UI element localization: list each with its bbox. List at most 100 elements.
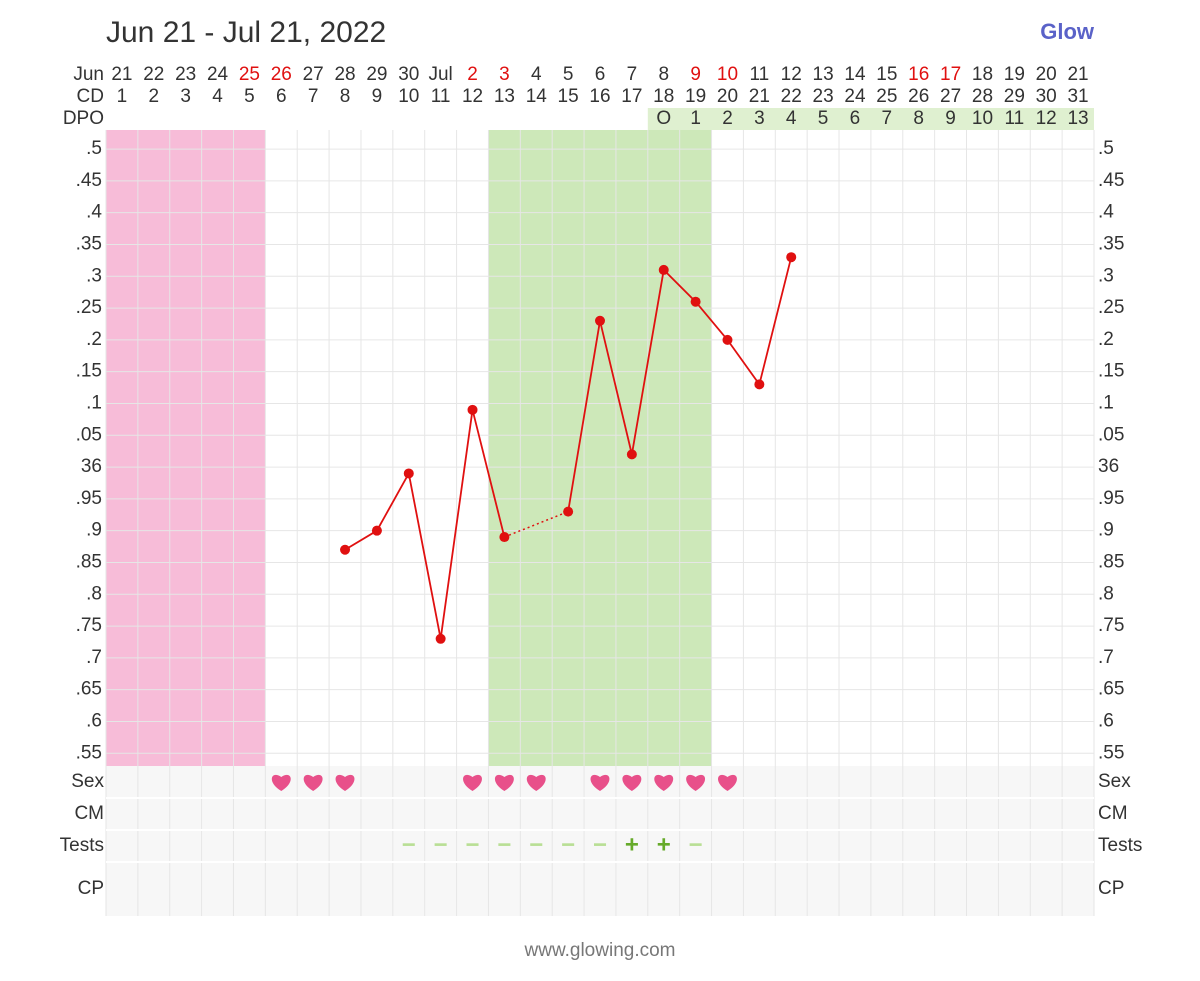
y-tick-label: .6 [86, 710, 102, 731]
y-tick-label: 36 [81, 456, 102, 477]
cycle-day: 9 [372, 86, 383, 107]
cycle-day: 17 [621, 86, 642, 107]
x-tick-label: 4 [531, 64, 542, 85]
cycle-day: 23 [813, 86, 834, 107]
dpo-label: 5 [818, 108, 829, 129]
x-tick-label: 7 [627, 64, 638, 85]
heart [654, 774, 674, 791]
x-tick-label: 11 [749, 64, 769, 85]
y-tick-label: .15 [76, 361, 102, 382]
row-label: CM [74, 803, 104, 824]
cycle-day: 22 [781, 86, 802, 107]
x-tick-label: 24 [207, 64, 229, 85]
y-tick-label: .85 [76, 551, 102, 572]
y-tick-label: .9 [1098, 520, 1114, 541]
x-tick-label: 9 [690, 64, 701, 85]
temperature-point [435, 633, 446, 644]
y-tick-label: .9 [86, 520, 102, 541]
cycle-day: 25 [876, 86, 897, 107]
fertile-band [488, 130, 712, 766]
dpo-label: 1 [690, 108, 701, 129]
test-result: − [434, 831, 448, 858]
temperature-point [340, 544, 351, 555]
cycle-day: 8 [340, 86, 351, 107]
x-tick-label: 19 [1004, 64, 1025, 85]
x-tick-label: 18 [972, 64, 993, 85]
x-tick-label: 5 [563, 64, 574, 85]
y-tick-label: 36 [1098, 456, 1119, 477]
cycle-day: 26 [908, 86, 929, 107]
y-tick-label: .35 [76, 233, 102, 254]
y-tick-label: .85 [1098, 551, 1124, 572]
cycle-day: 3 [180, 86, 191, 107]
heart [335, 774, 355, 791]
x-tick-label: 16 [908, 64, 929, 85]
month-label: Jun [73, 64, 104, 85]
x-tick-label: 17 [940, 64, 961, 85]
y-tick-label: .3 [1098, 265, 1114, 286]
dpo-label: 6 [850, 108, 861, 129]
test-result: + [657, 831, 671, 858]
cycle-day: 31 [1067, 86, 1088, 107]
dpo-label: 13 [1067, 108, 1088, 129]
cycle-day: 11 [431, 86, 451, 107]
test-result: − [689, 831, 703, 858]
test-result: − [402, 831, 416, 858]
row-label: CP [1098, 878, 1124, 899]
test-result: − [561, 831, 575, 858]
y-tick-label: .6 [1098, 710, 1114, 731]
test-result: − [466, 831, 480, 858]
row-label: CP [78, 878, 104, 899]
y-tick-label: .8 [86, 583, 102, 604]
test-result: − [529, 831, 543, 858]
y-tick-label: .95 [1098, 488, 1124, 509]
dpo-label: 10 [972, 108, 993, 129]
dpo-label: O [656, 108, 671, 129]
test-result: − [497, 831, 511, 858]
row-label: DPO [63, 108, 104, 129]
y-tick-label: .05 [1098, 424, 1124, 445]
y-tick-label: .4 [86, 202, 102, 223]
y-tick-label: .7 [86, 647, 102, 668]
cycle-day: 14 [526, 86, 548, 107]
dpo-label: 3 [754, 108, 765, 129]
y-tick-label: .55 [76, 742, 102, 763]
cycle-day: 6 [276, 86, 287, 107]
x-tick-label: 29 [366, 64, 387, 85]
cycle-day: 15 [558, 86, 579, 107]
temperature-point [403, 468, 414, 479]
x-tick-label: 21 [1067, 64, 1088, 85]
dpo-label: 8 [913, 108, 924, 129]
cycle-day: 27 [940, 86, 961, 107]
x-tick-label: 22 [143, 64, 164, 85]
dpo-band [647, 108, 1094, 130]
cycle-day: 19 [685, 86, 706, 107]
y-tick-label: .7 [1098, 647, 1114, 668]
heart [494, 774, 514, 791]
cycle-day: 24 [844, 86, 866, 107]
y-tick-label: .95 [76, 488, 102, 509]
cycle-day: 13 [494, 86, 515, 107]
y-tick-label: .25 [1098, 297, 1124, 318]
cycle-day: 29 [1004, 86, 1025, 107]
temperature-point [595, 315, 605, 326]
y-tick-label: .5 [86, 138, 102, 159]
heart [590, 774, 610, 791]
temperature-point [786, 252, 797, 263]
cycle-day: 1 [117, 86, 128, 107]
y-tick-label: .35 [1098, 233, 1124, 254]
x-tick-label: 23 [175, 64, 196, 85]
cycle-day: 2 [149, 86, 160, 107]
x-tick-label: 12 [781, 64, 802, 85]
x-tick-label: 14 [844, 64, 866, 85]
y-tick-label: .2 [86, 329, 102, 350]
row-label: CD [77, 86, 104, 107]
x-tick-label: 21 [111, 64, 132, 85]
chart-title: Jun 21 - Jul 21, 2022 [106, 16, 386, 49]
dpo-label: 11 [1004, 108, 1024, 129]
temperature-point [371, 525, 382, 536]
dpo-label: 2 [722, 108, 733, 129]
y-tick-label: .45 [1098, 170, 1124, 191]
cycle-day: 10 [398, 86, 419, 107]
